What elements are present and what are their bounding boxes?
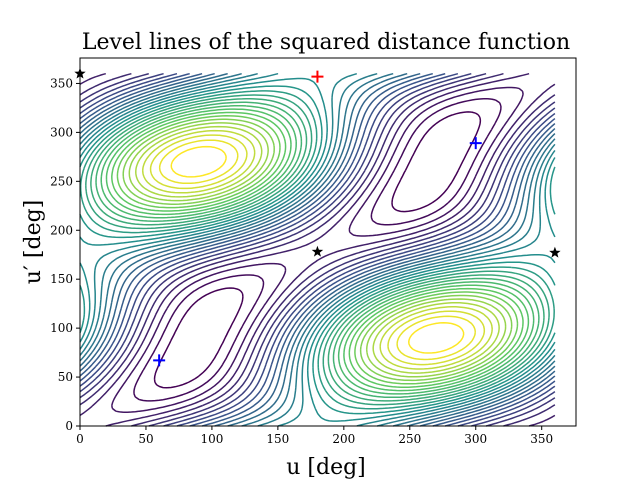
- contour-level: [135, 125, 500, 374]
- contour-level: [100, 104, 535, 395]
- contour-level: [105, 108, 530, 392]
- contour-level: [79, 72, 556, 427]
- x-axis-label: u [deg]: [286, 455, 366, 480]
- contour-lines: [79, 72, 556, 427]
- y-axis-ticks: 0 50 100 150 200 250 300 350: [50, 76, 80, 433]
- x-tick-label: 0: [76, 432, 84, 446]
- contour-level: [116, 115, 519, 385]
- contour-level: [79, 72, 556, 427]
- contour-level: [79, 72, 556, 427]
- contour-level: [79, 72, 556, 427]
- y-axis-label: u′ [deg]: [21, 200, 46, 285]
- x-tick-label: 150: [266, 432, 289, 446]
- contour-level: [122, 118, 513, 382]
- y-tick-label: 300: [50, 125, 73, 139]
- contour-level: [170, 145, 465, 354]
- chart-title: Level lines of the squared distance func…: [82, 30, 570, 55]
- y-tick-label: 50: [58, 370, 73, 384]
- x-tick-label: 200: [332, 432, 355, 446]
- contour-level: [85, 94, 550, 406]
- contour-level: [79, 72, 556, 427]
- y-tick-label: 100: [50, 321, 73, 335]
- contour-level: [111, 86, 524, 413]
- contour-level: [79, 72, 556, 427]
- plus-marker: [311, 70, 324, 83]
- contour-level: [153, 111, 482, 389]
- contour-level: [149, 134, 486, 366]
- contour-level: [95, 101, 540, 399]
- x-tick-label: 50: [138, 432, 153, 446]
- plus-marker: [153, 354, 166, 367]
- contour-level: [79, 72, 556, 427]
- x-axis-ticks: 0 50 100 150 200 250 300 350: [76, 426, 553, 446]
- y-tick-label: 150: [50, 272, 73, 286]
- y-tick-label: 200: [50, 223, 73, 237]
- contour-level: [158, 139, 477, 361]
- y-tick-label: 250: [50, 174, 73, 188]
- contour-level: [133, 98, 502, 402]
- x-tick-label: 250: [398, 432, 421, 446]
- contour-level: [79, 72, 556, 427]
- y-tick-label: 350: [50, 76, 73, 90]
- contour-level: [111, 111, 524, 388]
- star-marker: [311, 245, 324, 257]
- contour-level: [79, 72, 556, 427]
- plot-frame: [79, 57, 577, 427]
- plus-marker: [469, 137, 482, 150]
- contour-level: [79, 72, 556, 427]
- y-tick-label: 0: [65, 419, 73, 433]
- contour-level: [141, 129, 493, 370]
- contour-level: [128, 122, 507, 378]
- contour-level: [90, 98, 545, 402]
- contour-level: [79, 90, 555, 410]
- x-tick-label: 100: [200, 432, 223, 446]
- star-marker: [549, 246, 561, 258]
- contour-level: [79, 72, 556, 427]
- x-tick-label: 350: [530, 432, 553, 446]
- x-tick-label: 300: [464, 432, 487, 446]
